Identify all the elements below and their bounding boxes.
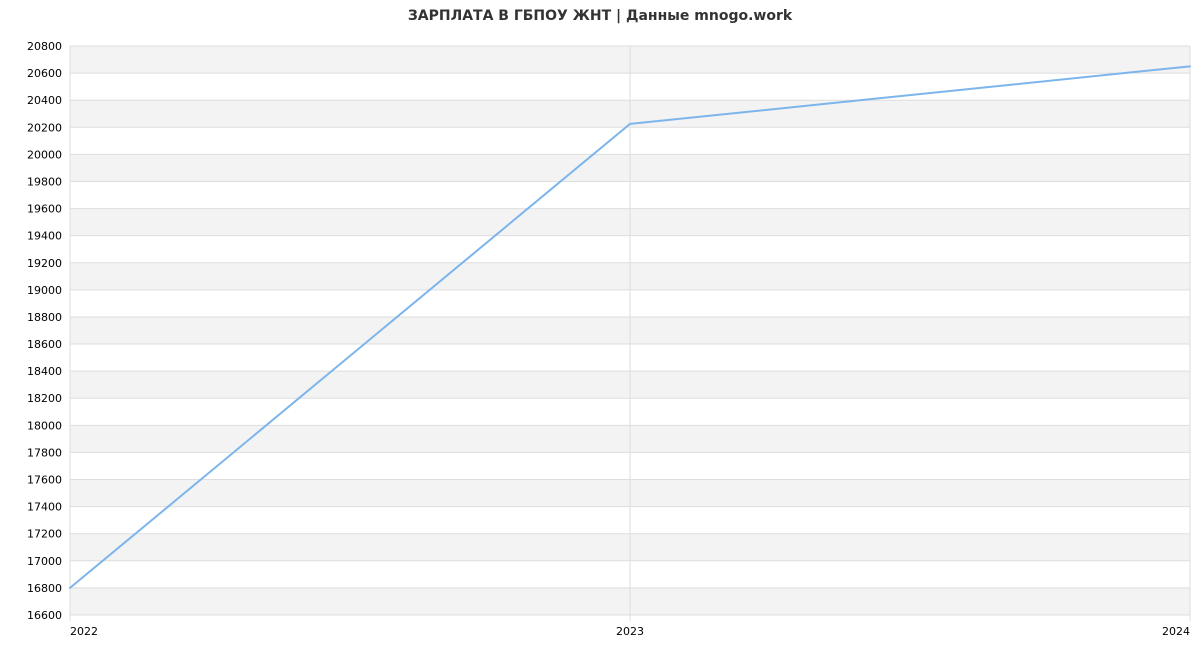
y-tick-label: 20800 (27, 40, 62, 53)
y-tick-label: 19000 (27, 284, 62, 297)
y-tick-label: 18000 (27, 419, 62, 432)
y-tick-label: 17200 (27, 528, 62, 541)
y-tick-label: 16600 (27, 609, 62, 622)
y-tick-label: 17400 (27, 501, 62, 514)
y-tick-label: 18400 (27, 365, 62, 378)
y-tick-label: 20400 (27, 94, 62, 107)
y-tick-label: 18600 (27, 338, 62, 351)
x-tick-label: 2022 (70, 625, 98, 638)
y-tick-label: 19400 (27, 230, 62, 243)
y-tick-label: 16800 (27, 582, 62, 595)
y-tick-label: 20200 (27, 121, 62, 134)
chart-title: ЗАРПЛАТА В ГБПОУ ЖНТ | Данные mnogo.work (0, 8, 1200, 24)
y-tick-label: 20000 (27, 148, 62, 161)
y-tick-label: 17000 (27, 555, 62, 568)
y-tick-label: 19200 (27, 257, 62, 270)
y-tick-label: 20600 (27, 67, 62, 80)
x-tick-label: 2023 (616, 625, 644, 638)
y-tick-label: 17600 (27, 474, 62, 487)
y-tick-label: 19800 (27, 175, 62, 188)
y-tick-label: 18200 (27, 392, 62, 405)
y-tick-label: 17800 (27, 446, 62, 459)
y-tick-label: 18800 (27, 311, 62, 324)
salary-line-chart: ЗАРПЛАТА В ГБПОУ ЖНТ | Данные mnogo.work… (0, 0, 1200, 650)
chart-svg: 16600 16800 17000 17200 17400 17600 17800 18000… (0, 0, 1200, 650)
y-tick-label: 19600 (27, 203, 62, 216)
x-tick-label: 2024 (1162, 625, 1190, 638)
